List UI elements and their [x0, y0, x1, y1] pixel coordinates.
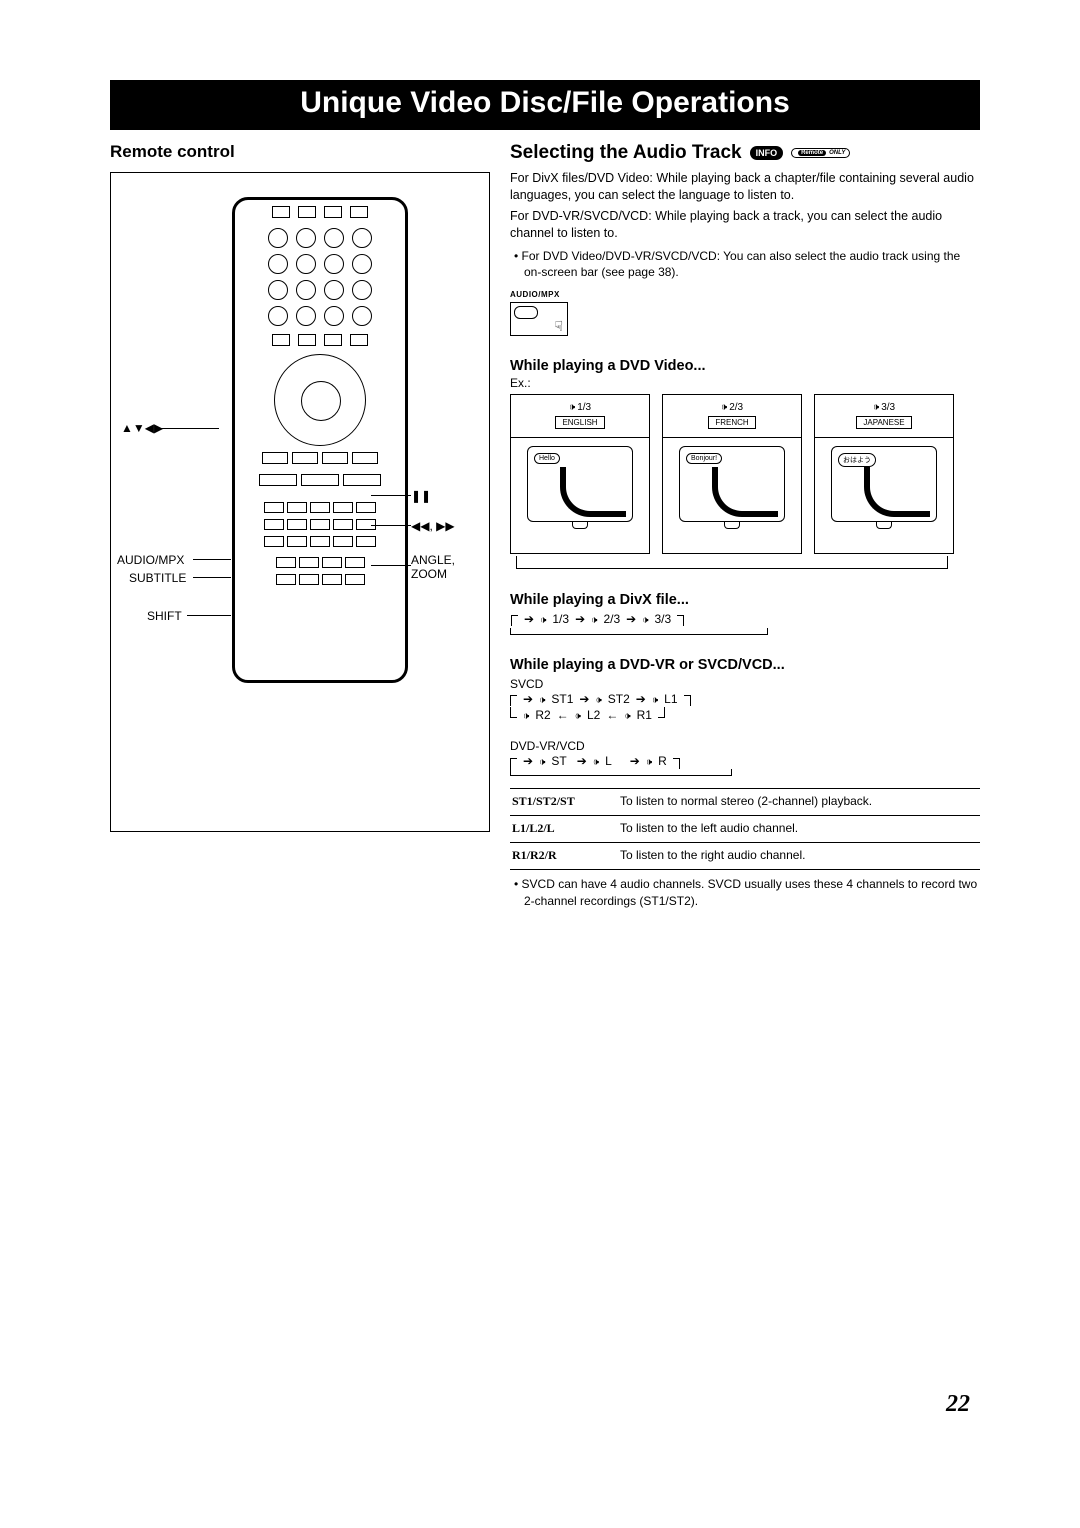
panel-2-frac: 2/3	[729, 402, 743, 413]
bullet-note: For DVD Video/DVD-VR/SVCD/VCD: You can a…	[524, 248, 980, 280]
ch-desc-0: To listen to normal stereo (2-channel) p…	[618, 789, 980, 816]
remote-control-box: ▲▼◀▶ ❚❚ ◀◀, ▶▶ AUDIO/MPX SUBTITLE ANGLE,…	[110, 172, 490, 832]
svcd-st2: ST2	[608, 692, 630, 706]
zoom-label: ZOOM	[411, 567, 447, 581]
sub-divx: While playing a DivX file...	[510, 592, 980, 608]
remote-control-heading: Remote control	[110, 142, 490, 162]
dvd-vr-sequence: ➔ST ➔L ➔R	[510, 753, 732, 776]
panel-1-frac: 1/3	[577, 402, 591, 413]
dvdvr-l: L	[605, 754, 612, 768]
divx-1: 1/3	[552, 612, 569, 626]
dirpad-label: ▲▼◀▶	[121, 421, 163, 435]
dvdvr-st: ST	[551, 754, 566, 768]
panel-3: 3/3 JAPANESE おはよう	[814, 394, 954, 554]
audio-mpx-button-illustration: ☟	[510, 302, 568, 336]
sub-dvd-vr: While playing a DVD-VR or SVCD/VCD...	[510, 657, 980, 673]
svcd-l2: L2	[587, 708, 600, 722]
remote-illustration	[232, 197, 408, 683]
audio-mpx-label: AUDIO/MPX	[117, 553, 184, 567]
intro-para-2: For DVD-VR/SVCD/VCD: While playing back …	[510, 208, 980, 242]
subtitle-label: SUBTITLE	[129, 571, 186, 585]
ch-key-0: ST1/ST2/ST	[510, 789, 618, 816]
ch-desc-2: To listen to the right audio channel.	[618, 843, 980, 870]
table-row: R1/R2/R To listen to the right audio cha…	[510, 843, 980, 870]
divx-sequence: ➔1/3 ➔2/3 ➔3/3	[510, 610, 768, 635]
dvd-panels: 1/3 ENGLISH Hello 2/3 FRENCH Bonjour! 3/…	[510, 394, 980, 554]
page-number: 22	[946, 1391, 970, 1418]
panel-1: 1/3 ENGLISH Hello	[510, 394, 650, 554]
remote-only-badge: RemoteONLY	[791, 148, 850, 158]
channel-table: ST1/ST2/ST To listen to normal stereo (2…	[510, 788, 980, 870]
left-column: Remote control	[110, 142, 490, 909]
svcd-st1: ST1	[551, 692, 573, 706]
svcd-r1: R1	[637, 708, 652, 722]
svcd-r2: R2	[535, 708, 550, 722]
audio-mpx-button-label: AUDIO/MPX	[510, 290, 980, 299]
ch-key-2: R1/R2/R	[510, 843, 618, 870]
info-badge: INFO	[750, 146, 784, 160]
skip-label: ◀◀, ▶▶	[411, 519, 455, 533]
panel-3-bubble: おはよう	[838, 453, 876, 467]
page-title: Unique Video Disc/File Operations	[110, 80, 980, 130]
ch-key-1: L1/L2/L	[510, 816, 618, 843]
panel-1-lang: ENGLISH	[555, 416, 604, 429]
sub-dvd-video: While playing a DVD Video...	[510, 358, 980, 374]
divx-3: 3/3	[655, 612, 672, 626]
panel-3-frac: 3/3	[881, 402, 895, 413]
pause-label: ❚❚	[411, 489, 431, 503]
hand-icon: ☟	[554, 318, 563, 335]
table-row: L1/L2/L To listen to the left audio chan…	[510, 816, 980, 843]
example-label: Ex.:	[510, 376, 980, 390]
angle-label: ANGLE,	[411, 553, 455, 567]
table-row: ST1/ST2/ST To listen to normal stereo (2…	[510, 789, 980, 816]
panel-2: 2/3 FRENCH Bonjour!	[662, 394, 802, 554]
right-column: Selecting the Audio Track INFO RemoteONL…	[510, 142, 980, 909]
dvdvr-r: R	[658, 754, 667, 768]
ch-desc-1: To listen to the left audio channel.	[618, 816, 980, 843]
panel-2-lang: FRENCH	[708, 416, 755, 429]
intro-para-1: For DivX files/DVD Video: While playing …	[510, 170, 980, 204]
panel-2-bubble: Bonjour!	[686, 453, 722, 464]
svcd-sequence: ➔ST1 ➔ST2 ➔L1 R2 ←L2 ←R1	[510, 691, 691, 723]
panel-1-bubble: Hello	[534, 453, 560, 464]
dvd-vr-vcd-label: DVD-VR/VCD	[510, 739, 980, 753]
svcd-footnote: • SVCD can have 4 audio channels. SVCD u…	[524, 876, 980, 908]
svcd-label: SVCD	[510, 677, 980, 691]
divx-2: 2/3	[603, 612, 620, 626]
section-heading-text: Selecting the Audio Track	[510, 142, 742, 164]
section-heading: Selecting the Audio Track INFO RemoteONL…	[510, 142, 980, 164]
svcd-l1: L1	[664, 692, 677, 706]
shift-label: SHIFT	[147, 609, 182, 623]
panel-3-lang: JAPANESE	[856, 416, 911, 429]
